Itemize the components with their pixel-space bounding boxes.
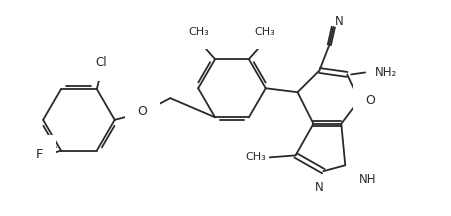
Text: N: N	[314, 181, 323, 194]
Text: Cl: Cl	[95, 56, 106, 69]
Text: NH₂: NH₂	[374, 66, 396, 79]
Text: N: N	[335, 15, 343, 28]
Text: CH₃: CH₃	[254, 27, 275, 37]
Text: O: O	[364, 94, 374, 107]
Text: F: F	[36, 148, 43, 161]
Text: CH₃: CH₃	[189, 27, 209, 37]
Text: NH: NH	[359, 173, 376, 186]
Text: O: O	[137, 105, 147, 118]
Text: CH₃: CH₃	[244, 152, 265, 162]
